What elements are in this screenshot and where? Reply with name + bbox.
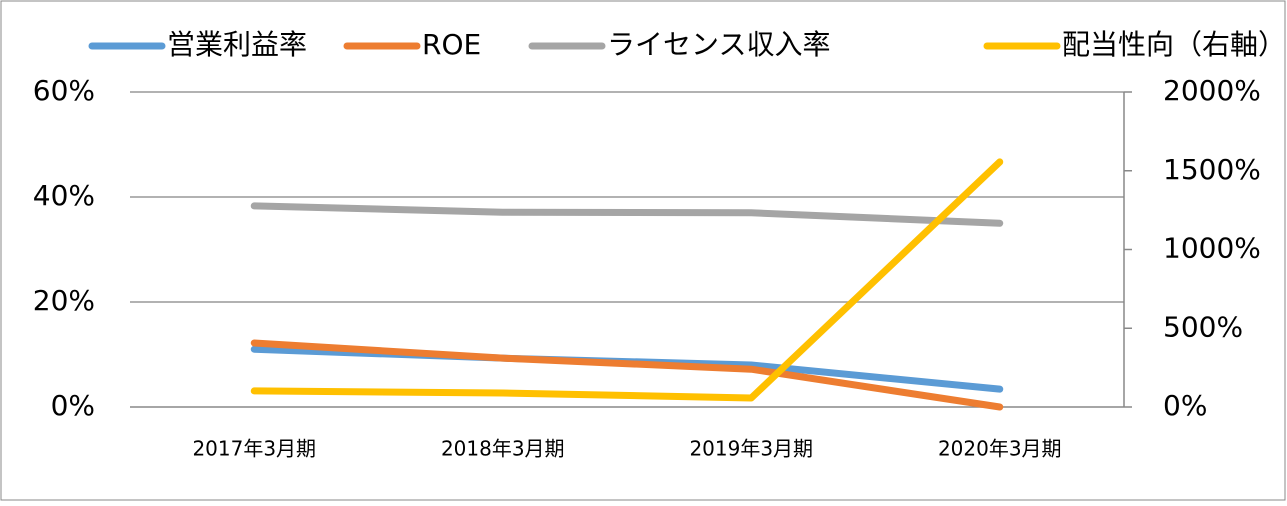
y2-tick-label: 2000% [1163,74,1261,107]
y-tick-label: 0% [51,389,95,422]
x-tick-label: 2019年3月期 [689,437,813,461]
line-series [250,202,1004,227]
x-tick-label: 2018年3月期 [441,437,565,461]
legend-label: 営業利益率 [167,28,307,61]
legend-label: ROE [422,28,481,61]
line-series [250,339,1004,411]
y2-tick-label: 0% [1163,389,1207,422]
y2-tick-label: 1500% [1163,153,1261,186]
y2-tick-label: 1000% [1163,232,1261,265]
legend-label: 配当性向（右軸） [1062,28,1286,61]
x-tick-label: 2020年3月期 [938,437,1062,461]
x-tick-label: 2017年3月期 [192,437,316,461]
y2-tick-label: 500% [1163,310,1243,343]
y-tick-label: 20% [33,284,95,317]
y-tick-label: 60% [33,74,95,107]
y-tick-label: 40% [33,179,95,212]
legend-label: ライセンス収入率 [607,28,830,61]
line-series [250,158,1004,402]
